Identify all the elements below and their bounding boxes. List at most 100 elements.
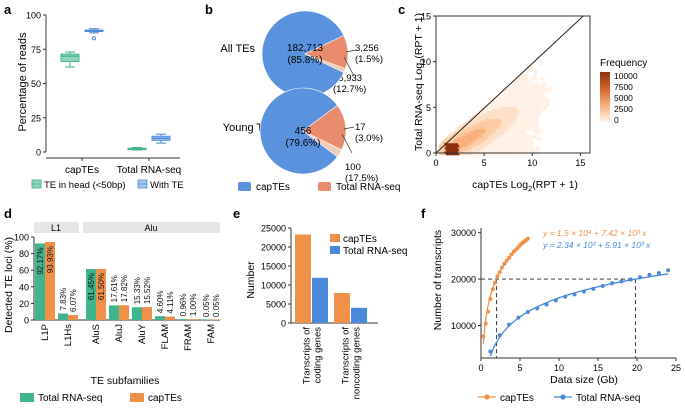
d-xtick-label: L1Hs xyxy=(63,324,74,346)
f-legend: capTEs Total RNA-seq xyxy=(478,393,640,404)
e-legend-total: Total RNA-seq xyxy=(343,246,407,257)
d-bar-label: 0.05% xyxy=(212,294,221,317)
d-xtick-label: AluY xyxy=(137,323,148,344)
f-point-total xyxy=(563,294,568,299)
d-xtick-label: FLAM xyxy=(160,324,171,349)
d-ytick-label: 0 xyxy=(24,316,29,326)
f-point-captes xyxy=(493,280,498,285)
c-hex xyxy=(545,102,550,108)
f-point-total xyxy=(507,322,512,327)
c-legend-tick: 7500 xyxy=(614,82,633,92)
f-point-captes xyxy=(483,321,488,326)
c-ylabel: Total RNA-seq Log2(RPT + 1) xyxy=(413,13,427,151)
f-point-total xyxy=(656,271,661,276)
c-hex xyxy=(533,82,539,88)
f-xtick-label: 0 xyxy=(478,363,483,373)
a-ytick-label: 100 xyxy=(26,11,41,21)
c-hex xyxy=(547,86,552,92)
b-p1-mid-value: 26,933 xyxy=(333,73,362,84)
c-hex xyxy=(540,92,546,98)
f-eq-total: y = 2.34 × 10³ + 5.91 × 10³ x xyxy=(542,240,651,250)
b-p2-main-pct: (79.6%) xyxy=(285,138,320,149)
f-point-captes xyxy=(504,258,509,263)
d-legend: Total RNA-seq capTEs xyxy=(20,393,182,404)
e-ytick-label: 25000 xyxy=(261,224,286,234)
f-legend-icon-captes xyxy=(478,394,496,400)
f-eq-captes: y = 1.5 × 10⁴ + 7.42 × 10³ x xyxy=(542,228,647,238)
d-bar-total-l1p xyxy=(35,243,45,320)
b-leader xyxy=(341,133,353,154)
c-legend-tick: 10000 xyxy=(614,71,638,81)
f-ylabel: Number of transcripts xyxy=(432,230,444,330)
d-bar-label: 0.05% xyxy=(202,294,211,317)
c-hex xyxy=(538,59,544,66)
d-xtick-label: AluJ xyxy=(114,324,125,343)
b-legend-swatch-total xyxy=(318,182,331,191)
panel-a-boxplot: Percentage of reads capTEs Total RNA-seq… xyxy=(17,11,184,192)
d-legend-captes: capTEs xyxy=(148,393,182,404)
d-xlabel: TE subfamilies xyxy=(91,375,160,387)
a-legend-icon-withte xyxy=(137,179,148,189)
c-xlabel: capTEs Log2(RPT + 1) xyxy=(472,179,578,193)
d-bar-label: 4.60% xyxy=(156,290,165,313)
f-fit-captes xyxy=(482,240,529,344)
d-bar-captes-fram xyxy=(188,319,198,320)
e-ylabel: Number xyxy=(245,261,257,299)
d-bar-label: 15.33% xyxy=(133,277,142,304)
b-p1-main-pct: (85.8%) xyxy=(287,55,322,66)
d-bar-captes-flam xyxy=(165,316,175,320)
c-xtick-label: 5 xyxy=(482,158,487,168)
b-p2-small-pct: (3.0%) xyxy=(355,133,383,144)
d-bar-captes-aluj xyxy=(119,305,129,320)
d-bar-label: 0.96% xyxy=(179,294,188,317)
f-point-total xyxy=(647,272,652,277)
f-xtick-label: 5 xyxy=(517,363,522,373)
f-point-captes xyxy=(509,252,514,257)
c-xtick-label: 15 xyxy=(575,158,585,168)
c-ylabel-main: Total RNA-seq Log xyxy=(413,63,425,151)
svg-text:Total RNA-seq Log2(RPT + 1): Total RNA-seq Log2(RPT + 1) xyxy=(413,13,427,151)
f-legend-captes: capTEs xyxy=(500,393,534,404)
f-legend-icon-total xyxy=(554,394,572,400)
f-point-captes xyxy=(490,287,495,292)
f-point-captes xyxy=(516,245,521,250)
f-point-total xyxy=(525,310,530,315)
d-bar-label: 17.82% xyxy=(120,275,129,302)
f-xtick-label: 15 xyxy=(593,363,603,373)
panel-f-scatter: Number of transcripts Data size (Gb) y =… xyxy=(432,228,681,404)
panel-c-hexbin: Total RNA-seq Log2(RPT + 1) capTEs Log2(… xyxy=(413,12,647,194)
d-xtick-label: FRAM xyxy=(183,324,194,351)
e-legend-swatch-captes xyxy=(330,234,340,242)
d-legend-swatch-captes xyxy=(130,393,144,402)
f-ytick-label: 30000 xyxy=(451,228,476,238)
c-ytick-label: 10 xyxy=(421,57,431,67)
f-point-total xyxy=(619,279,624,284)
a-legend: TE in head (<50bp) With TE xyxy=(31,179,184,191)
f-xtick-label: 20 xyxy=(632,363,642,373)
d-xtick-label: L1P xyxy=(40,324,51,341)
a-legend-head: TE in head (<50bp) xyxy=(44,180,126,191)
d-group-header-l1-bg xyxy=(34,222,79,233)
c-hex xyxy=(531,134,537,140)
f-point-captes xyxy=(507,255,512,260)
f-point-total xyxy=(572,292,577,297)
b-legend-swatch-captes xyxy=(238,182,251,191)
panel-label-a: a xyxy=(4,2,12,17)
c-ylabel-sub: 2 xyxy=(418,59,427,63)
f-ytick-label: 20000 xyxy=(451,275,476,285)
b-p2-main-value: 456 xyxy=(295,126,312,137)
f-point-total xyxy=(553,298,558,303)
a-legend-icon-head xyxy=(31,179,42,189)
f-point-captes xyxy=(500,265,505,270)
e-xtick-label: coding genes xyxy=(313,327,324,384)
f-point-total xyxy=(581,289,586,294)
e-legend-swatch-total xyxy=(330,246,340,254)
d-bar-total-flam xyxy=(155,316,165,320)
f-point-total xyxy=(628,277,633,282)
f-point-captes xyxy=(497,270,502,275)
f-fit-total xyxy=(489,273,669,357)
b-legend-total: Total RNA-seq xyxy=(336,182,400,193)
d-group-header-alu: Alu xyxy=(144,223,157,233)
a-ytick-label: 75 xyxy=(31,45,41,55)
c-hex xyxy=(540,76,546,82)
